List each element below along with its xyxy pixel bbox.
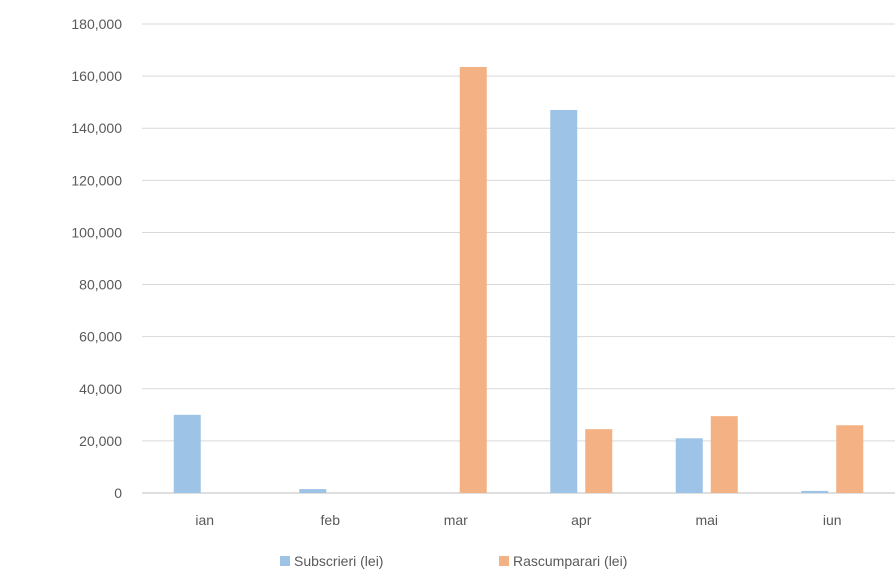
x-tick-label: iun (823, 512, 842, 528)
x-tick-label: apr (571, 512, 592, 528)
bar-mai-series-1 (710, 416, 738, 493)
x-axis-tick-labels: ian feb mar apr mai iun (195, 512, 841, 528)
legend: Subscrieri (lei) Rascumparari (lei) (280, 553, 627, 569)
bars (173, 66, 864, 493)
y-tick-label: 100,000 (71, 224, 122, 240)
bar-mai-series-0 (675, 438, 703, 493)
y-tick-label: 40,000 (79, 381, 122, 397)
legend-swatch-0 (280, 556, 290, 566)
bar-feb-series-0 (299, 489, 327, 493)
legend-label-1: Rascumparari (lei) (513, 553, 627, 569)
legend-label-0: Subscrieri (lei) (294, 553, 383, 569)
x-tick-label: ian (195, 512, 214, 528)
bar-apr-series-1 (585, 429, 613, 493)
y-tick-label: 80,000 (79, 277, 122, 293)
x-tick-label: mar (444, 512, 468, 528)
y-tick-label: 0 (114, 485, 122, 501)
y-tick-label: 120,000 (71, 172, 122, 188)
bar-ian-series-0 (173, 414, 201, 493)
x-tick-label: mai (695, 512, 718, 528)
y-tick-label: 180,000 (71, 16, 122, 32)
bar-iun-series-0 (801, 490, 829, 493)
y-tick-label: 60,000 (79, 329, 122, 345)
bar-apr-series-0 (550, 109, 578, 493)
y-axis-tick-labels: 0 20,000 40,000 60,000 80,000 100,000 120,000 1… (71, 16, 122, 501)
y-tick-label: 160,000 (71, 68, 122, 84)
bar-iun-series-1 (836, 425, 864, 493)
legend-swatch-1 (499, 556, 509, 566)
y-tick-label: 20,000 (79, 433, 122, 449)
x-tick-label: feb (321, 512, 341, 528)
gridlines (142, 23, 895, 494)
bar-mar-series-1 (459, 66, 487, 493)
y-tick-label: 140,000 (71, 120, 122, 136)
